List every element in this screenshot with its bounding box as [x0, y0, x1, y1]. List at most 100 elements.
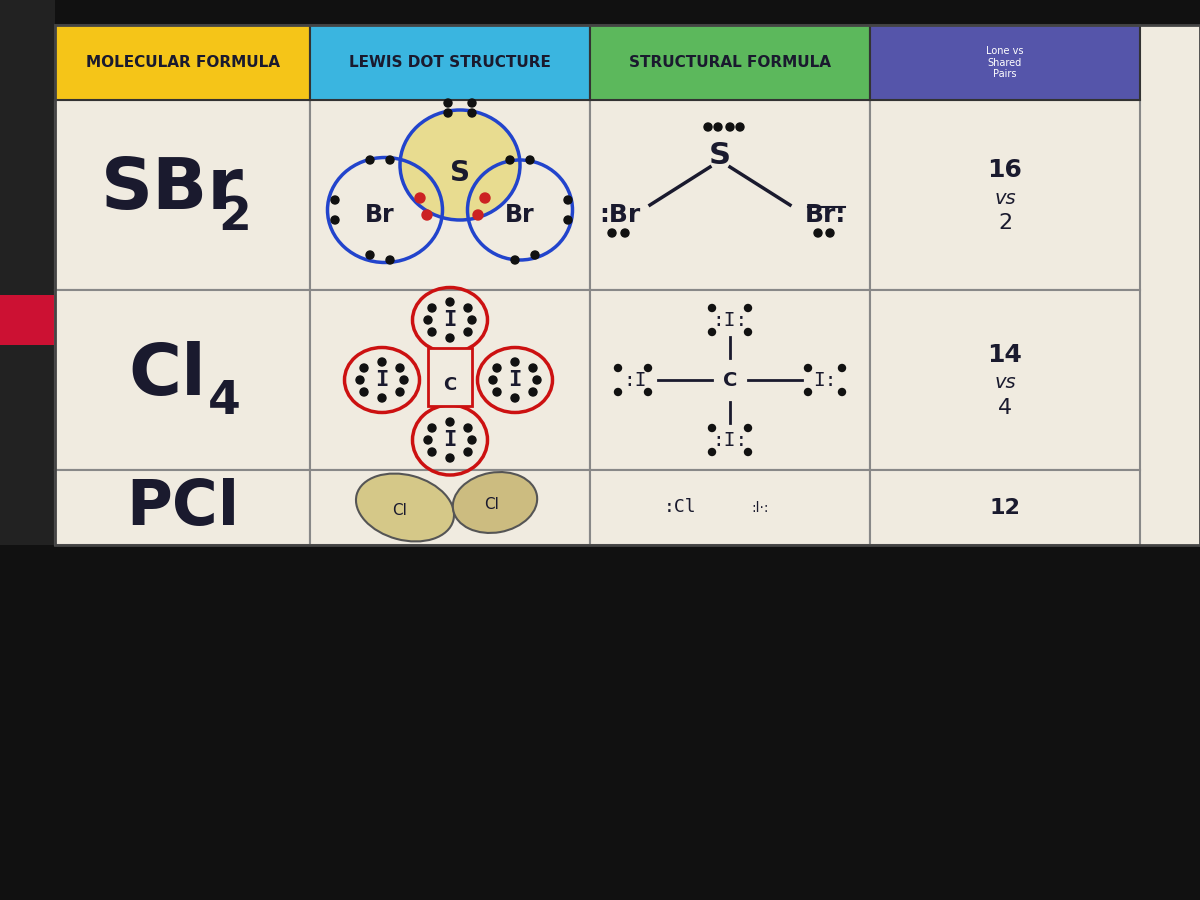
Circle shape [839, 389, 846, 395]
Circle shape [396, 364, 404, 372]
Circle shape [424, 436, 432, 444]
Circle shape [415, 193, 425, 203]
Text: 4: 4 [208, 380, 241, 425]
Circle shape [468, 436, 476, 444]
Text: C: C [722, 371, 737, 390]
Circle shape [744, 328, 751, 336]
Text: 2: 2 [218, 194, 251, 239]
Ellipse shape [356, 473, 454, 542]
Text: :I:: :I: [713, 430, 748, 449]
Circle shape [464, 424, 472, 432]
Circle shape [511, 256, 520, 264]
Text: STRUCTURAL FORMULA: STRUCTURAL FORMULA [629, 55, 830, 70]
Circle shape [533, 376, 541, 384]
Text: 14: 14 [988, 343, 1022, 367]
Text: 2: 2 [998, 213, 1012, 233]
Circle shape [428, 448, 436, 456]
Circle shape [464, 304, 472, 312]
Circle shape [366, 251, 374, 259]
Circle shape [804, 389, 811, 395]
Text: :Br: :Br [599, 203, 641, 227]
Text: I: I [376, 370, 389, 390]
Circle shape [356, 376, 364, 384]
Circle shape [526, 156, 534, 164]
Circle shape [493, 388, 502, 396]
Circle shape [331, 216, 340, 224]
Circle shape [464, 448, 472, 456]
Circle shape [386, 256, 394, 264]
Text: SBr: SBr [101, 156, 244, 224]
Text: S: S [709, 140, 731, 169]
Circle shape [530, 251, 539, 259]
Circle shape [622, 229, 629, 237]
Circle shape [444, 99, 452, 107]
Text: I: I [443, 310, 457, 330]
Text: Cl: Cl [128, 340, 206, 410]
Circle shape [378, 358, 386, 366]
Circle shape [428, 304, 436, 312]
Text: :I:: :I: [713, 310, 748, 329]
Bar [310, 470, 590, 545]
Circle shape [644, 389, 652, 395]
Circle shape [480, 193, 490, 203]
Circle shape [704, 123, 712, 131]
Circle shape [366, 156, 374, 164]
Circle shape [360, 364, 368, 372]
Bar [55, 100, 310, 290]
Bar [55, 470, 310, 545]
Circle shape [564, 216, 572, 224]
Circle shape [736, 123, 744, 131]
Circle shape [473, 210, 482, 220]
Text: Br: Br [365, 203, 395, 227]
Bar [870, 290, 1140, 470]
Circle shape [744, 304, 751, 311]
Circle shape [468, 316, 476, 324]
Bar [870, 470, 1140, 545]
Text: :I: :I [623, 371, 647, 390]
Text: Cl: Cl [392, 503, 408, 518]
Circle shape [529, 364, 538, 372]
Ellipse shape [400, 110, 520, 220]
Circle shape [511, 394, 520, 402]
Circle shape [644, 364, 652, 372]
Circle shape [468, 99, 476, 107]
Circle shape [839, 364, 846, 372]
Circle shape [396, 388, 404, 396]
Circle shape [428, 328, 436, 336]
Circle shape [331, 196, 340, 204]
Text: S: S [450, 159, 470, 187]
Circle shape [564, 196, 572, 204]
Text: I: I [443, 430, 457, 450]
Circle shape [422, 210, 432, 220]
Circle shape [744, 448, 751, 455]
Circle shape [804, 364, 811, 372]
Text: :l·:: :l·: [751, 500, 769, 515]
Bar [310, 290, 590, 470]
Text: C: C [443, 376, 457, 394]
Bar [428, 348, 472, 406]
Bar [55, 25, 1200, 545]
Text: Br: Br [505, 203, 535, 227]
Bar [310, 100, 590, 290]
Bar [590, 470, 870, 545]
Text: Br:: Br: [804, 203, 846, 227]
Circle shape [493, 364, 502, 372]
Circle shape [726, 123, 734, 131]
Bar [590, 290, 870, 470]
Circle shape [608, 229, 616, 237]
Circle shape [826, 229, 834, 237]
Bar [590, 25, 870, 100]
Text: Cl: Cl [485, 497, 499, 512]
Circle shape [614, 389, 622, 395]
Bar [310, 25, 590, 100]
Text: Lone vs
Shared
Pairs: Lone vs Shared Pairs [986, 46, 1024, 79]
Bar [590, 100, 870, 290]
Circle shape [468, 109, 476, 117]
Text: 16: 16 [988, 158, 1022, 182]
Circle shape [814, 229, 822, 237]
Circle shape [378, 394, 386, 402]
Text: 12: 12 [990, 498, 1020, 518]
Text: PCl: PCl [126, 478, 239, 537]
Text: MOLECULAR FORMULA: MOLECULAR FORMULA [85, 55, 280, 70]
Bar [0, 0, 55, 545]
